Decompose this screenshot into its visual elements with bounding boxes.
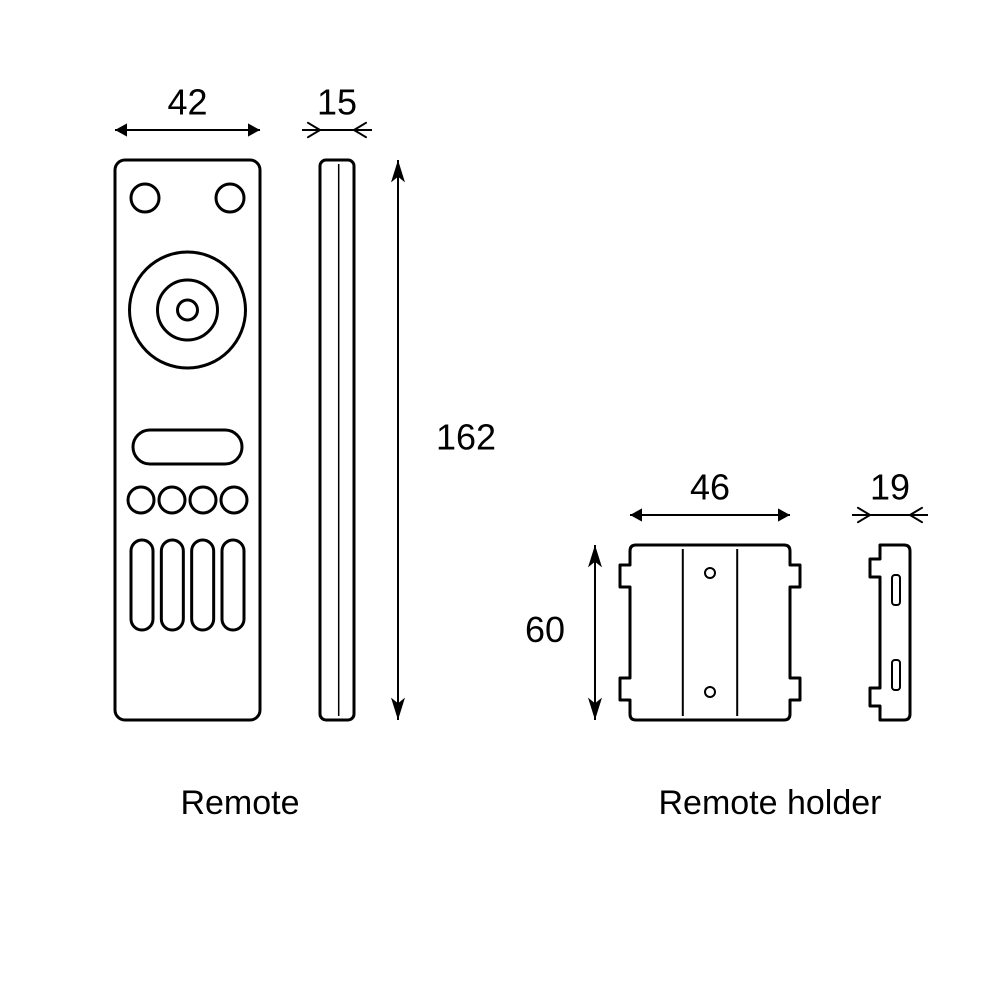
svg-text:Remote holder: Remote holder bbox=[658, 784, 881, 822]
svg-text:46: 46 bbox=[690, 467, 730, 508]
svg-text:Remote: Remote bbox=[180, 784, 299, 822]
svg-text:42: 42 bbox=[167, 82, 207, 123]
svg-text:162: 162 bbox=[436, 417, 496, 458]
svg-text:15: 15 bbox=[317, 82, 357, 123]
svg-text:19: 19 bbox=[870, 467, 910, 508]
svg-text:60: 60 bbox=[525, 609, 565, 650]
